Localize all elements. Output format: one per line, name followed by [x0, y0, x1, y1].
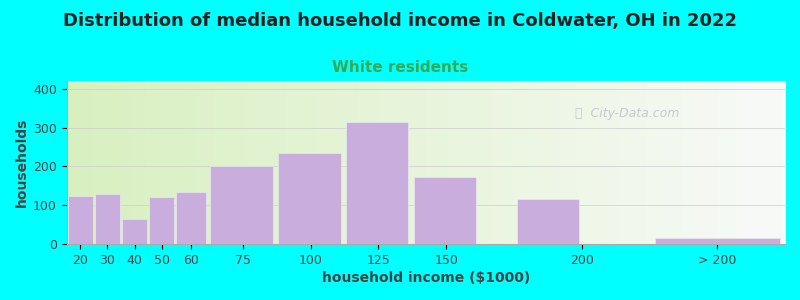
X-axis label: household income ($1000): household income ($1000) [322, 271, 530, 285]
Bar [655, 238, 779, 244]
Bar [177, 192, 206, 244]
Text: ⓘ  City-Data.com: ⓘ City-Data.com [575, 107, 679, 120]
Bar [149, 197, 174, 244]
Bar [517, 200, 579, 244]
Bar [68, 196, 93, 244]
Bar [346, 122, 408, 244]
Text: Distribution of median household income in Coldwater, OH in 2022: Distribution of median household income … [63, 12, 737, 30]
Bar [122, 219, 147, 244]
Y-axis label: households: households [15, 118, 29, 207]
Text: White residents: White residents [332, 60, 468, 75]
Bar [95, 194, 120, 244]
Bar [210, 167, 273, 244]
Bar [278, 153, 341, 244]
Bar [414, 177, 476, 244]
